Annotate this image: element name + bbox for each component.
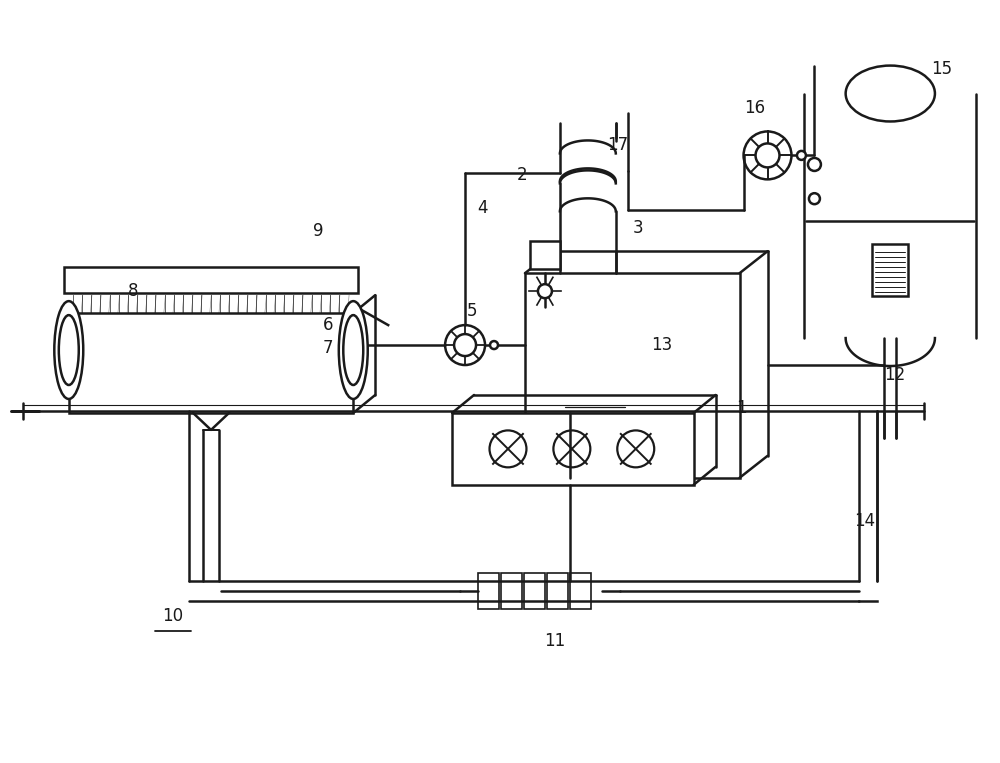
Bar: [525, 273, 740, 478]
Bar: [547, 573, 568, 609]
Circle shape: [809, 193, 820, 204]
Text: 9: 9: [313, 222, 324, 240]
Text: 7: 7: [323, 339, 334, 357]
Text: 6: 6: [323, 316, 334, 334]
Bar: [478, 573, 499, 609]
Ellipse shape: [343, 315, 363, 385]
Text: 8: 8: [127, 282, 138, 300]
Circle shape: [538, 284, 552, 298]
Ellipse shape: [59, 315, 79, 385]
Text: 2: 2: [517, 166, 527, 185]
Circle shape: [756, 143, 779, 167]
Circle shape: [454, 334, 476, 356]
Text: 14: 14: [854, 512, 875, 530]
Circle shape: [797, 151, 806, 160]
Bar: [530, 241, 560, 269]
Text: 13: 13: [651, 336, 672, 354]
Circle shape: [490, 341, 498, 349]
Text: 5: 5: [467, 302, 477, 320]
Text: 16: 16: [744, 99, 765, 118]
Bar: [64, 267, 358, 293]
Ellipse shape: [339, 301, 368, 399]
Ellipse shape: [846, 66, 935, 121]
Text: 4: 4: [477, 199, 487, 217]
Text: 15: 15: [931, 60, 952, 78]
Text: 10: 10: [162, 607, 183, 625]
Text: 3: 3: [632, 219, 643, 237]
Bar: [452, 413, 694, 485]
Text: 1: 1: [736, 399, 747, 417]
Text: 11: 11: [544, 632, 566, 649]
Bar: [872, 244, 908, 296]
Bar: [69, 313, 353, 413]
Bar: [570, 573, 591, 609]
Text: 17: 17: [607, 137, 628, 154]
Bar: [524, 573, 545, 609]
Text: 12: 12: [884, 366, 905, 384]
Bar: [501, 573, 522, 609]
Ellipse shape: [54, 301, 83, 399]
Circle shape: [808, 158, 821, 171]
